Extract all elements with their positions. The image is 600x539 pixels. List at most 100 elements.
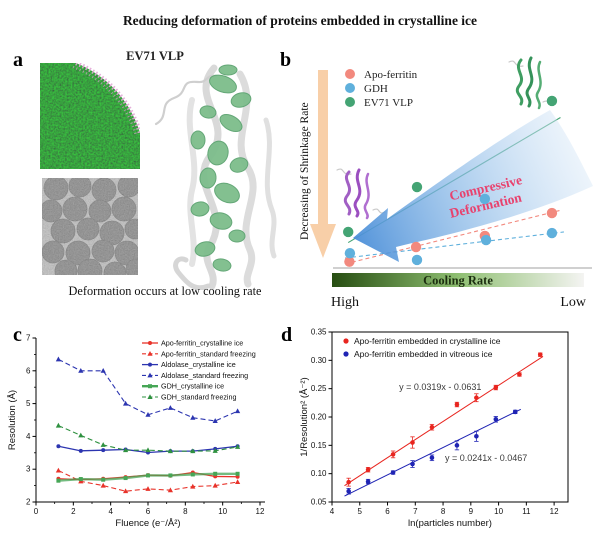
cooling-rate-bar: [332, 273, 584, 287]
tick-label: 10: [494, 507, 503, 516]
shrinkage-rate-axis-arrow: [310, 70, 336, 258]
panel-a-subtitle: EV71 VLP: [126, 49, 184, 63]
data-point: [474, 433, 479, 439]
fit-line: [344, 408, 522, 497]
scatter-dot: [546, 227, 558, 239]
low-label: Low: [560, 295, 587, 310]
chart-c-legend: Apo-ferritin_crystalline iceApo-ferritin…: [142, 339, 256, 402]
x-axis-label: ln(particles number): [408, 518, 492, 529]
legend-entry: Aldolase_crystalline ice: [161, 360, 236, 369]
panel-d-label: d: [281, 324, 293, 346]
scatter-dot: [343, 226, 354, 238]
tick-label: 4: [26, 432, 31, 441]
resolution-vs-particles-chart: 4 5 6 7 8 9 10 11 12 0.05 0.10 0.15 0.20 0.25 0.30 0.35…: [299, 328, 569, 529]
tick-label: 0.20: [311, 413, 327, 422]
cooling-rate-label: Cooling Rate: [423, 274, 493, 288]
compressive-deformation-arrow: [353, 110, 593, 262]
green-protein-structure: [508, 56, 556, 110]
series-apo-ferritin-standard-freezing: [55, 467, 241, 494]
legend-entry: Aldolase_standard freezing: [161, 371, 248, 380]
data-point: [454, 443, 460, 448]
tick-label: 6: [385, 507, 390, 516]
protein-density-structure: [154, 64, 277, 290]
legend-entry: GDH_standard freezing: [161, 393, 237, 402]
data-point: [537, 352, 543, 357]
panel-a-label: a: [13, 49, 23, 71]
purple-protein-structure: [336, 168, 386, 220]
tick-label: 0.30: [311, 356, 327, 365]
figure-title: Reducing deformation of proteins embedde…: [122, 13, 478, 28]
pink-fringe-arc: [75, 63, 140, 134]
tick-label: 6: [146, 507, 151, 516]
legend-label-apo-ferritin: Apo-ferritin: [364, 69, 418, 81]
fit-equation: y = 0.0319x - 0.0631: [399, 382, 481, 392]
data-point: [493, 385, 499, 390]
scatter-dot: [410, 241, 422, 253]
scatter-dot: [479, 193, 491, 205]
scatter-dot: [344, 247, 356, 259]
trend-line: [344, 209, 563, 265]
legend-label-gdh: GDH: [364, 83, 388, 95]
high-label: High: [331, 295, 359, 310]
y-axis-label: Resolution (Å): [7, 390, 18, 450]
tick-label: 10: [218, 507, 227, 516]
axes: 4 5 6 7 8 9 10 11 12 0.05 0.10 0.15 0.20 0.25 0.30 0.35: [311, 328, 569, 516]
tick-label: 0.05: [311, 498, 327, 507]
tick-label: 7: [26, 334, 31, 343]
shrinkage-axis-label: Decreasing of Shrinkage Rate: [300, 102, 311, 240]
density-blobs: [190, 64, 252, 272]
tick-label: 5: [26, 399, 31, 408]
micrograph-surface-image: [40, 63, 140, 169]
data-point: [390, 470, 396, 475]
data-point: [410, 440, 415, 445]
legend-label-ev71-vlp: EV71 VLP: [364, 97, 413, 109]
tick-label: 2: [71, 507, 76, 516]
tick-label: 7: [413, 507, 418, 516]
tick-label: 3: [26, 465, 31, 474]
tick-label: 0: [34, 507, 39, 516]
tick-label: 12: [550, 507, 559, 516]
scatter-dot: [411, 181, 423, 193]
data-point: [512, 409, 518, 415]
tick-label: 0.35: [311, 328, 327, 337]
chart-d-legend: Apo-ferritin embedded in crystalline ice…: [343, 336, 501, 359]
panel-b-diagram: Decreasing of Shrinkage Rate Apo-ferriti…: [300, 56, 593, 310]
fit-line: [344, 355, 544, 487]
data-point: [410, 461, 415, 467]
em-noise-overlay: [42, 178, 138, 275]
panel-b-label: b: [280, 49, 292, 71]
data-point: [454, 402, 460, 407]
data-point: [474, 395, 479, 401]
data-point: [517, 372, 522, 377]
tick-label: 8: [441, 507, 446, 516]
tick-label: 0.10: [311, 469, 327, 478]
data-point: [346, 479, 351, 485]
tick-label: 6: [26, 366, 31, 375]
data-point: [429, 424, 435, 430]
series-apo-ferritin-embedded-in-crystalline-ice: [344, 352, 544, 487]
data-point: [493, 416, 499, 422]
panel-a-caption: Deformation occurs at low cooling rate: [68, 284, 262, 298]
trend-line: [344, 231, 564, 259]
tick-label: 0.15: [311, 441, 327, 450]
scatter-dot: [546, 207, 558, 219]
legend-entry: Apo-ferritin embedded in crystalline ice: [354, 336, 501, 346]
scatter-dot: [546, 95, 558, 107]
legend-entry: GDH_crystalline ice: [161, 382, 224, 391]
micrograph-particles-image: [42, 178, 138, 275]
y-axis-label: 1/Resolution² (Å⁻²): [299, 377, 310, 456]
tick-label: 4: [330, 507, 335, 516]
tick-label: 8: [183, 507, 188, 516]
tick-label: 9: [469, 507, 474, 516]
tick-label: 0.25: [311, 384, 327, 393]
data-point: [390, 452, 396, 457]
data-point: [365, 479, 371, 484]
legend-entry: Apo-ferritin_standard freezing: [161, 349, 256, 358]
legend-dot-apo-ferritin: [345, 69, 355, 79]
tick-label: 4: [108, 507, 113, 516]
legend-entry: Apo-ferritin_crystalline ice: [161, 339, 243, 348]
legend-entry: Apo-ferritin embedded in vitreous ice: [354, 349, 493, 359]
